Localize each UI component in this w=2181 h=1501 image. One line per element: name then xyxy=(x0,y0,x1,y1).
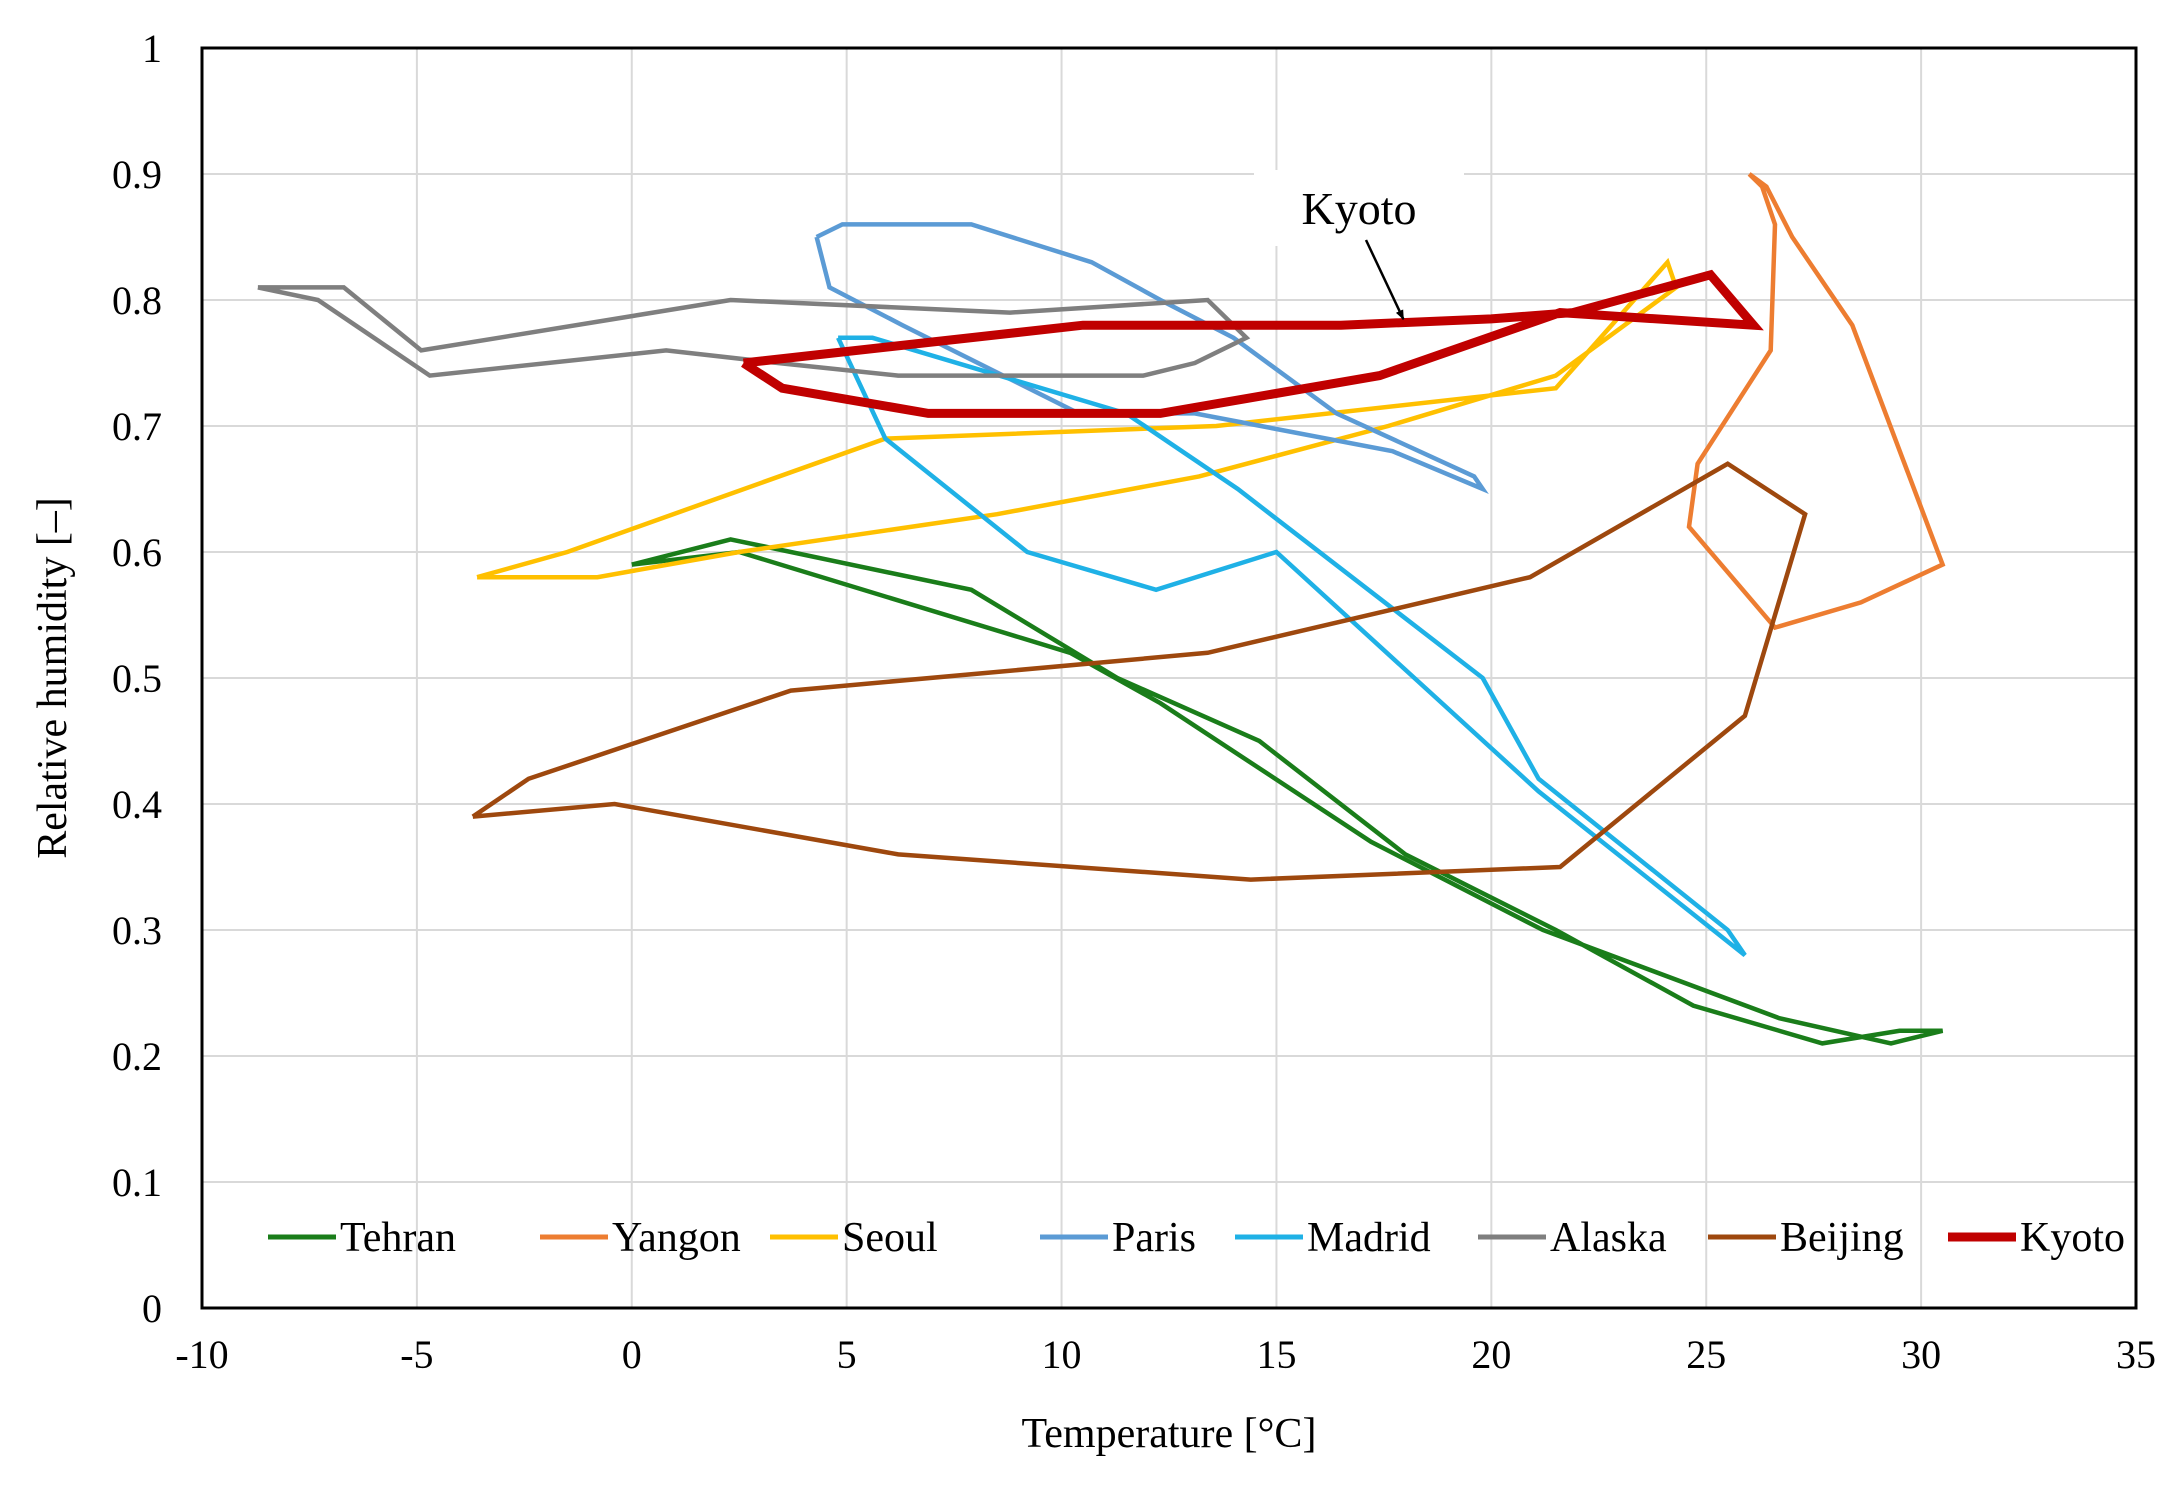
legend: Tehran Yangon Seoul Paris Madrid Alaska Beijin… xyxy=(268,1215,2125,1261)
series-line-yangon xyxy=(1686,172,1946,631)
plot-frame xyxy=(200,46,2138,1310)
legend-label-yangon: Yangon xyxy=(612,1215,741,1261)
y-tick-label: 0.7 xyxy=(112,404,162,449)
y-tick-label: 0.8 xyxy=(112,278,162,323)
series-line-alaska xyxy=(257,285,1251,378)
x-tick-label: -10 xyxy=(175,1332,228,1377)
y-tick-label: 0.2 xyxy=(112,1034,162,1079)
x-tick-label: 0 xyxy=(622,1332,642,1377)
series-line-madrid xyxy=(836,335,1747,957)
legend-label-beijing: Beijing xyxy=(1780,1215,1904,1261)
grid-lines xyxy=(202,48,2136,1308)
series-line-beijing xyxy=(471,461,1808,882)
tick-labels: -10 -5 0 5 10 15 20 25 30 35 0 0.1 0.2 0.3 0.4 0.5 0.6 0.… xyxy=(112,26,2156,1377)
series-line-tehran xyxy=(631,537,1944,1046)
x-axis-label: Temperature [°C] xyxy=(1022,1411,1317,1457)
legend-label-paris: Paris xyxy=(1112,1215,1196,1261)
y-tick-label: 0.3 xyxy=(112,908,162,953)
legend-label-seoul: Seoul xyxy=(842,1215,938,1261)
y-tick-label: 0 xyxy=(142,1286,162,1331)
legend-label-madrid: Madrid xyxy=(1307,1215,1431,1261)
y-tick-label: 0.1 xyxy=(112,1160,162,1205)
x-tick-label: 20 xyxy=(1471,1332,1511,1377)
x-tick-label: 30 xyxy=(1901,1332,1941,1377)
y-axis-label: Relative humidity [–] xyxy=(30,497,76,859)
y-tick-label: 0.5 xyxy=(112,656,162,701)
x-tick-label: 10 xyxy=(1042,1332,1082,1377)
series-line-kyoto xyxy=(741,269,1764,418)
legend-label-alaska: Alaska xyxy=(1550,1215,1667,1261)
data-series xyxy=(257,172,1946,1046)
x-tick-label: 25 xyxy=(1686,1332,1726,1377)
x-tick-label: 15 xyxy=(1256,1332,1296,1377)
y-tick-label: 0.4 xyxy=(112,782,162,827)
legend-label-kyoto: Kyoto xyxy=(2020,1215,2125,1261)
series-line-paris xyxy=(814,222,1489,495)
y-tick-label: 1 xyxy=(142,26,162,71)
series-line-seoul xyxy=(476,257,1679,580)
legend-label-tehran: Tehran xyxy=(340,1215,456,1261)
annotation-label: Kyoto xyxy=(1302,183,1417,234)
annotation-background xyxy=(1254,170,1464,246)
x-tick-label: -5 xyxy=(400,1332,433,1377)
x-tick-label: 35 xyxy=(2116,1332,2156,1377)
annotation-arrow xyxy=(1364,239,1405,321)
y-tick-label: 0.9 xyxy=(112,152,162,197)
kyoto-annotation: Kyoto xyxy=(1254,170,1464,321)
y-tick-label: 0.6 xyxy=(112,530,162,575)
x-tick-label: 5 xyxy=(837,1332,857,1377)
